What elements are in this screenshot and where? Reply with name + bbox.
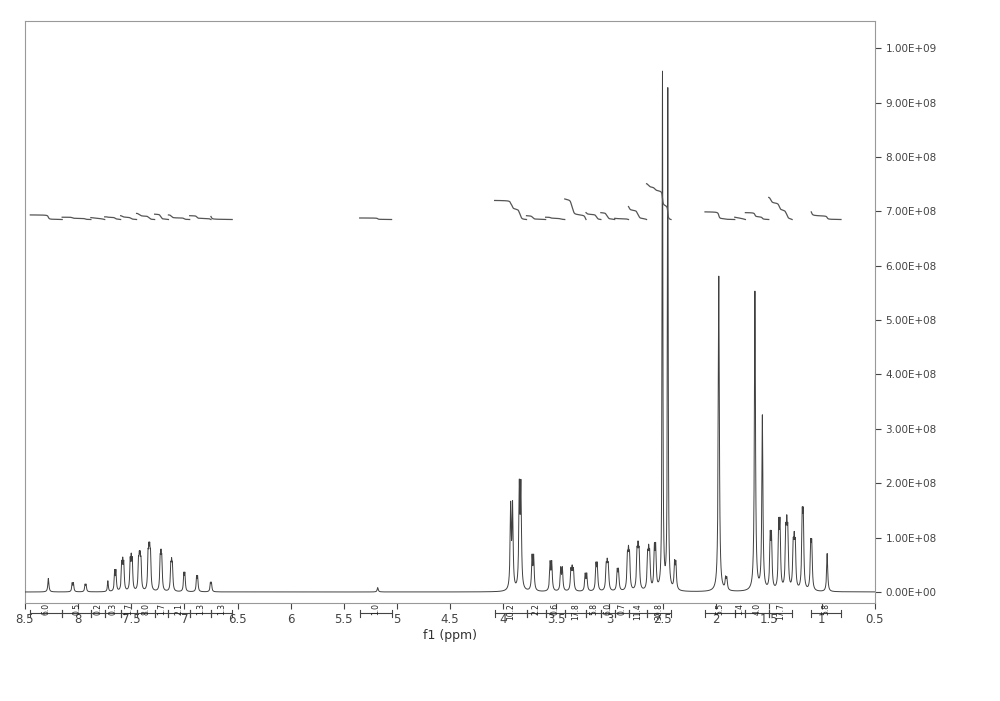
Text: 10.2: 10.2	[506, 603, 515, 620]
Text: 0.2: 0.2	[93, 603, 102, 615]
Text: 1.3: 1.3	[217, 603, 226, 615]
Text: 6.0: 6.0	[603, 603, 612, 615]
Text: 1.7: 1.7	[157, 603, 166, 615]
Text: 11.4: 11.4	[633, 603, 642, 620]
X-axis label: f1 (ppm): f1 (ppm)	[423, 629, 477, 642]
Text: 1.4: 1.4	[736, 603, 745, 615]
Text: 5.5: 5.5	[715, 603, 724, 615]
Text: 8.0: 8.0	[141, 603, 150, 615]
Text: 0.6: 0.6	[551, 603, 560, 615]
Text: 1.7: 1.7	[124, 603, 133, 615]
Text: 6.0: 6.0	[42, 603, 51, 615]
Text: 17.8: 17.8	[571, 603, 580, 620]
Text: 5.8: 5.8	[589, 603, 598, 615]
Text: 4.0: 4.0	[753, 603, 762, 615]
Text: 5.8: 5.8	[822, 603, 831, 615]
Text: 30.8: 30.8	[654, 603, 663, 620]
Text: 17.7: 17.7	[776, 603, 785, 620]
Text: 1.0: 1.0	[371, 603, 380, 615]
Text: 0.3: 0.3	[108, 603, 117, 615]
Text: 1.3: 1.3	[196, 603, 205, 615]
Text: 0.5: 0.5	[72, 603, 81, 615]
Text: 0.7: 0.7	[617, 603, 626, 615]
Text: 2.1: 2.1	[175, 603, 184, 615]
Text: 2.2: 2.2	[532, 603, 541, 615]
